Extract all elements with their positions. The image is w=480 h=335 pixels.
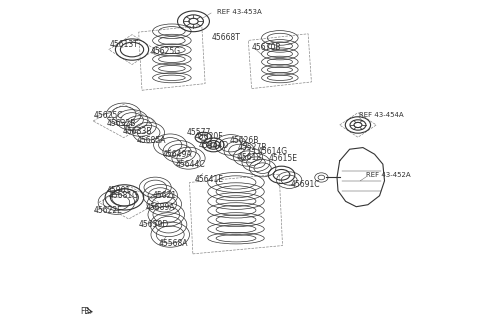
Text: 45625G: 45625G [151, 47, 181, 56]
Text: 45615E: 45615E [268, 154, 297, 163]
Text: 45901: 45901 [107, 186, 131, 195]
Text: 45577: 45577 [186, 128, 211, 137]
Text: FR.: FR. [81, 307, 93, 316]
Text: 45527B: 45527B [237, 143, 267, 152]
Text: REF 43-452A: REF 43-452A [366, 172, 411, 178]
Text: 45641E: 45641E [194, 175, 223, 184]
Text: 45644C: 45644C [175, 160, 205, 169]
Text: 45622E: 45622E [93, 206, 122, 214]
Text: 45625C: 45625C [93, 111, 123, 120]
Text: 45620F: 45620F [194, 132, 223, 141]
Text: 45621: 45621 [153, 191, 177, 200]
Text: 45685A: 45685A [136, 136, 166, 145]
Text: 45689A: 45689A [145, 203, 175, 212]
Text: 45632B: 45632B [107, 119, 136, 128]
Text: REF 43-453A: REF 43-453A [217, 9, 262, 15]
Text: 45614G: 45614G [257, 147, 288, 156]
Text: 45633B: 45633B [123, 127, 153, 136]
Text: REF 43-454A: REF 43-454A [359, 112, 404, 118]
Text: 45649A: 45649A [163, 150, 192, 159]
Text: 45626B: 45626B [229, 136, 259, 145]
Text: 45613: 45613 [237, 153, 262, 162]
Text: 45670B: 45670B [252, 43, 281, 52]
Text: 45568A: 45568A [158, 239, 188, 248]
Text: 45644D: 45644D [198, 141, 229, 150]
Text: 45681G: 45681G [109, 191, 139, 200]
Text: 45659D: 45659D [139, 220, 169, 229]
Text: 45691C: 45691C [290, 180, 320, 189]
Text: 45668T: 45668T [212, 33, 240, 42]
Text: 45613T: 45613T [110, 40, 139, 49]
